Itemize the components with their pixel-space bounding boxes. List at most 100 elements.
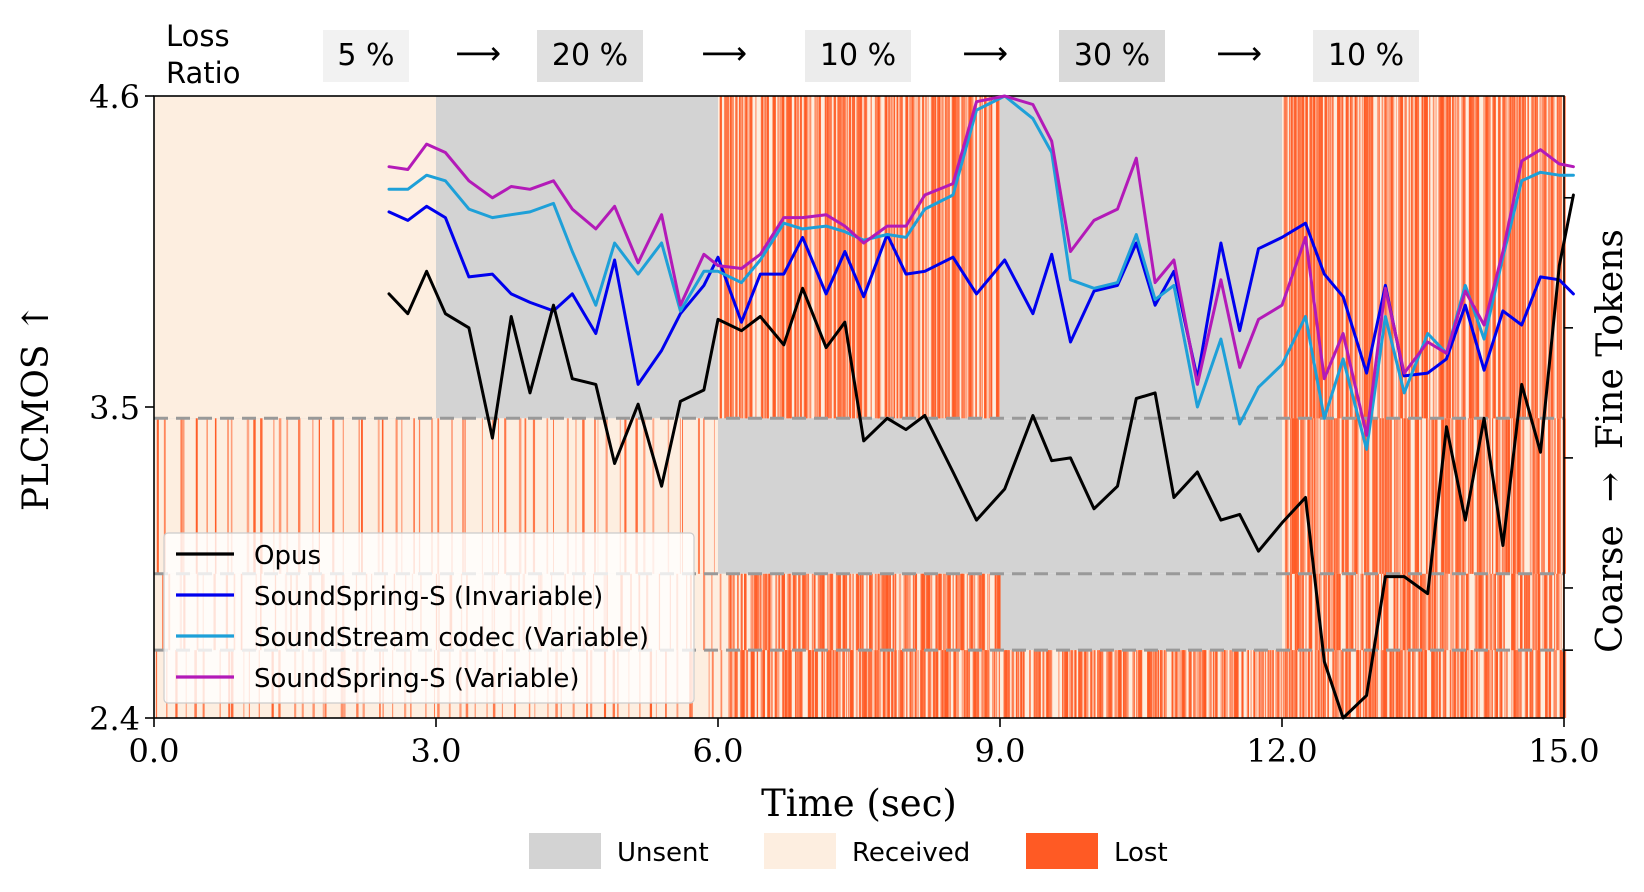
lost-mark: [1560, 573, 1562, 651]
lost-mark: [846, 650, 848, 718]
lost-mark: [1320, 650, 1323, 718]
lost-mark: [1419, 573, 1422, 651]
lost-mark: [981, 96, 983, 419]
lost-mark: [863, 96, 866, 419]
lost-mark: [1505, 96, 1508, 419]
loss-ratio-arrow: ⟶: [455, 34, 501, 72]
lost-mark: [361, 418, 363, 574]
lost-mark: [1319, 573, 1322, 651]
lost-mark: [1518, 96, 1521, 419]
lost-mark: [1235, 650, 1238, 718]
lost-mark: [1137, 650, 1140, 718]
lost-mark: [1351, 96, 1354, 419]
lost-mark: [358, 418, 360, 574]
lost-mark: [907, 573, 909, 651]
lost-mark: [1202, 650, 1205, 718]
lost-mark: [1294, 573, 1297, 651]
lost-mark: [1112, 650, 1114, 718]
lost-mark: [905, 573, 907, 651]
lost-mark: [1347, 573, 1349, 651]
lost-mark: [1068, 650, 1071, 718]
lost-mark: [1395, 418, 1398, 574]
lost-mark: [1464, 418, 1467, 574]
lost-mark: [1452, 573, 1455, 651]
lost-mark: [1412, 573, 1415, 651]
lost-mark: [786, 650, 788, 718]
lost-mark: [1489, 418, 1491, 574]
lost-mark: [1224, 650, 1226, 718]
lost-mark: [1188, 650, 1191, 718]
lost-mark: [965, 96, 968, 419]
lost-mark: [1529, 418, 1531, 574]
lost-mark: [1079, 650, 1083, 718]
lost-mark: [1538, 650, 1541, 718]
lost-mark: [1454, 573, 1457, 651]
lost-mark: [1066, 650, 1068, 718]
lost-mark: [1272, 650, 1274, 718]
lost-mark: [1058, 650, 1060, 718]
lost-mark: [1557, 573, 1560, 651]
lost-mark: [786, 573, 789, 651]
lost-mark: [1073, 650, 1076, 718]
lost-mark: [777, 96, 780, 419]
lost-mark: [582, 418, 585, 574]
lost-mark: [619, 418, 621, 574]
lost-mark: [1309, 96, 1311, 419]
lost-mark: [974, 650, 977, 718]
lost-mark: [782, 650, 786, 718]
lost-mark: [1417, 573, 1419, 651]
lost-mark: [821, 650, 823, 718]
lost-mark: [954, 650, 957, 718]
lost-mark: [860, 96, 862, 419]
lost-mark: [1294, 96, 1296, 419]
lost-mark: [1155, 650, 1159, 718]
lost-mark: [1307, 650, 1310, 718]
lost-mark: [947, 96, 950, 419]
lost-mark: [1351, 418, 1354, 574]
lost-mark: [1485, 573, 1488, 651]
lost-mark: [246, 418, 250, 574]
lost-mark: [750, 96, 753, 419]
lost-mark: [920, 650, 923, 718]
lost-mark: [804, 96, 807, 419]
lost-mark: [730, 650, 733, 718]
lost-mark: [1511, 96, 1514, 419]
lost-mark: [741, 573, 743, 651]
lost-mark: [1367, 418, 1370, 574]
lost-mark: [909, 650, 912, 718]
lost-mark: [1376, 650, 1379, 718]
lost-mark: [1557, 418, 1560, 574]
lost-mark: [1213, 650, 1215, 718]
lost-mark: [1554, 650, 1556, 718]
lost-mark: [767, 573, 770, 651]
lost-mark: [953, 650, 956, 718]
lost-mark: [708, 650, 710, 718]
lost-mark: [1470, 650, 1473, 718]
lost-mark: [1405, 96, 1407, 419]
lost-mark: [286, 418, 289, 574]
lost-mark: [1360, 573, 1362, 651]
lost-mark: [849, 573, 852, 651]
lost-mark: [1385, 418, 1387, 574]
lost-mark: [1428, 573, 1431, 651]
lost-mark: [830, 573, 834, 651]
lost-mark: [761, 650, 764, 718]
lost-mark: [927, 96, 929, 419]
lost-mark: [1353, 418, 1357, 574]
lost-mark: [381, 418, 384, 574]
lost-mark: [812, 650, 814, 718]
lost-mark: [923, 650, 926, 718]
lost-mark: [180, 418, 183, 574]
lost-mark: [1547, 96, 1550, 419]
lost-mark: [917, 96, 920, 419]
lost-mark: [1070, 650, 1073, 718]
x-tick-label: 12.0: [1246, 732, 1317, 770]
lost-mark: [788, 650, 790, 718]
lost-mark: [1381, 96, 1384, 419]
lost-mark: [1293, 418, 1297, 574]
lost-mark: [1521, 96, 1525, 419]
lost-mark: [775, 650, 777, 718]
lost-mark: [1341, 650, 1345, 718]
lost-mark: [969, 96, 973, 419]
lost-mark: [1505, 418, 1508, 574]
